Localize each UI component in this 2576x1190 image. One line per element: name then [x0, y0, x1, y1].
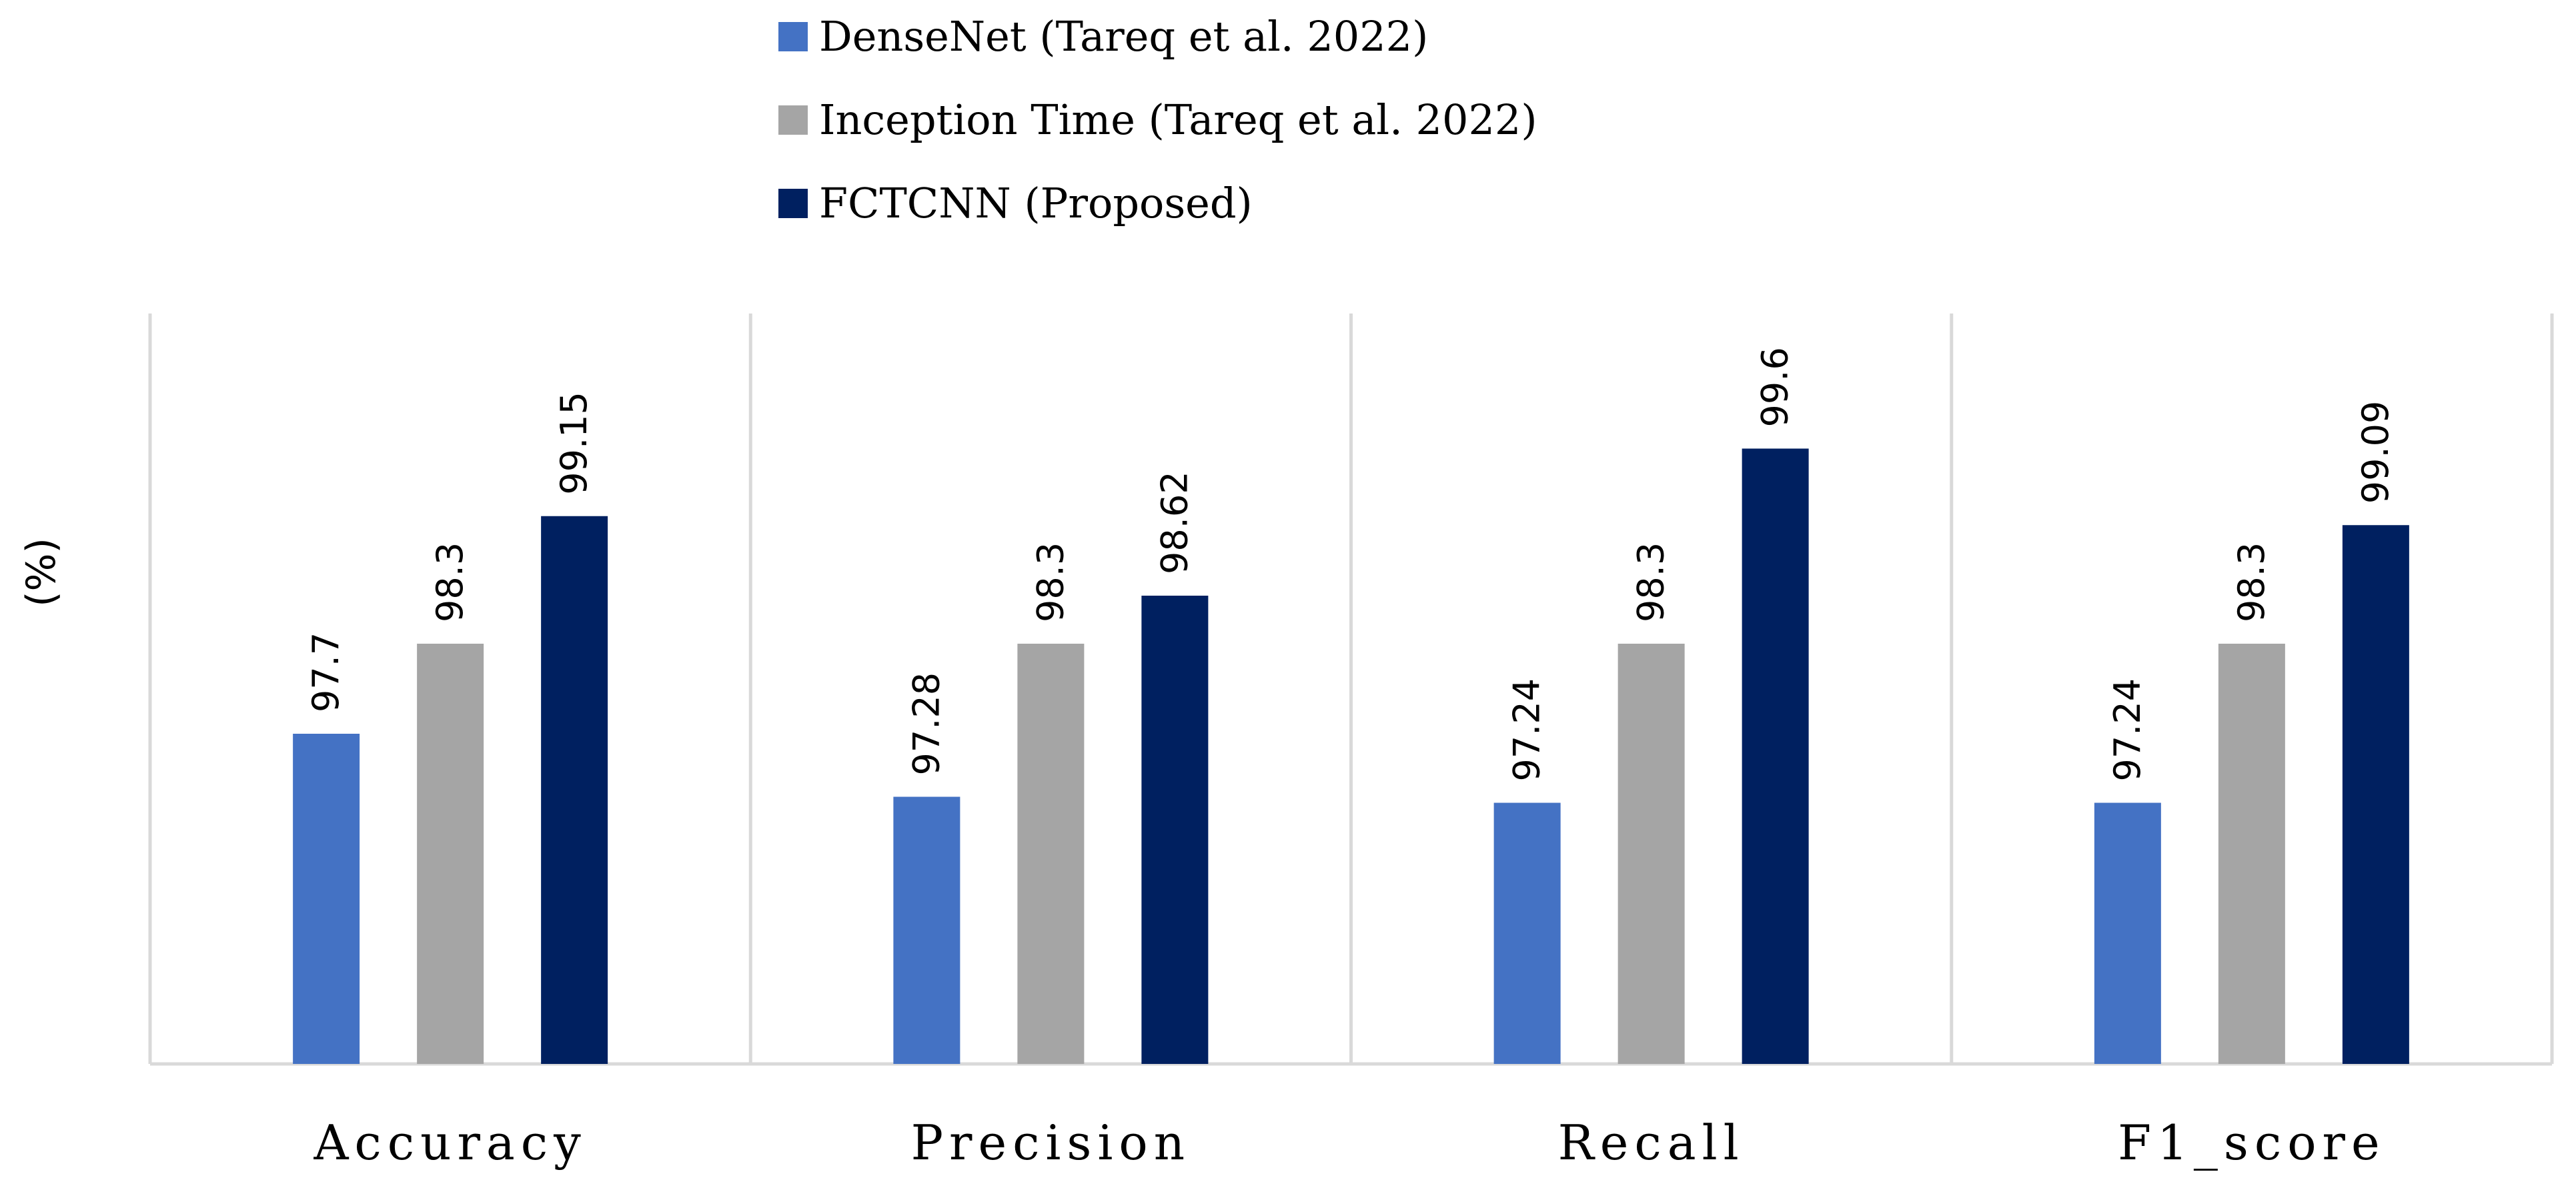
bars — [293, 448, 2409, 1064]
legend-label-densenet-tareq-et-al-2022: DenseNet (Tareq et al. 2022) — [819, 12, 1428, 61]
y-axis-title: (%) — [18, 538, 65, 607]
value-label-f1-score-inception: 98.3 — [2230, 542, 2273, 622]
value-label-precision-fctcnn: 98.62 — [1153, 471, 1195, 574]
bar-accuracy-densenet — [293, 734, 360, 1064]
bar-accuracy-fctcnn — [541, 516, 608, 1064]
bar-f1-score-fctcnn — [2342, 525, 2409, 1064]
value-label-accuracy-fctcnn: 99.15 — [553, 392, 595, 495]
value-label-f1-score-fctcnn: 99.09 — [2355, 401, 2397, 504]
legend-label-inception-time-tareq-et-al-2022: Inception Time (Tareq et al. 2022) — [819, 95, 1537, 144]
value-label-precision-inception: 98.3 — [1029, 542, 1071, 622]
bar-f1-score-densenet — [2094, 802, 2161, 1064]
bar-accuracy-inception — [417, 644, 484, 1064]
bar-precision-densenet — [893, 796, 960, 1064]
plot-frame — [148, 314, 2554, 1066]
value-label-recall-fctcnn: 99.6 — [1754, 347, 1796, 427]
category-label-recall: Recall — [1558, 1115, 1745, 1171]
category-labels: Accuracy Precision Recall F1_score — [313, 1115, 2385, 1171]
bar-recall-densenet — [1493, 802, 1561, 1064]
bar-precision-inception — [1017, 644, 1085, 1064]
value-label-accuracy-densenet: 97.7 — [305, 632, 347, 712]
value-label-precision-densenet: 97.28 — [905, 672, 947, 776]
value-labels: 97.7 98.3 99.15 97.28 98.3 98.62 97.24 98.3 99.6… — [305, 347, 2397, 781]
legend-swatch-inception-time-tareq-et-al-2022 — [778, 105, 808, 135]
bar-recall-fctcnn — [1742, 448, 1809, 1064]
legend-swatch-densenet-tareq-et-al-2022 — [778, 22, 808, 51]
bar-precision-fctcnn — [1141, 596, 1209, 1064]
legend-swatch-fctcnn-proposed — [778, 189, 808, 218]
category-label-precision: Precision — [911, 1115, 1191, 1171]
bar-f1-score-inception — [2218, 644, 2285, 1064]
legend: DenseNet (Tareq et al. 2022) Inception Ti… — [778, 12, 1537, 227]
category-label-f1-score: F1_score — [2118, 1115, 2385, 1171]
bar-recall-inception — [1618, 644, 1685, 1064]
value-label-recall-densenet: 97.24 — [1506, 678, 1548, 782]
legend-label-fctcnn-proposed: FCTCNN (Proposed) — [819, 179, 1253, 227]
value-label-f1-score-densenet: 97.24 — [2106, 678, 2148, 782]
value-label-recall-inception: 98.3 — [1630, 542, 1672, 622]
value-label-accuracy-inception: 98.3 — [429, 542, 471, 622]
category-label-accuracy: Accuracy — [313, 1115, 586, 1171]
